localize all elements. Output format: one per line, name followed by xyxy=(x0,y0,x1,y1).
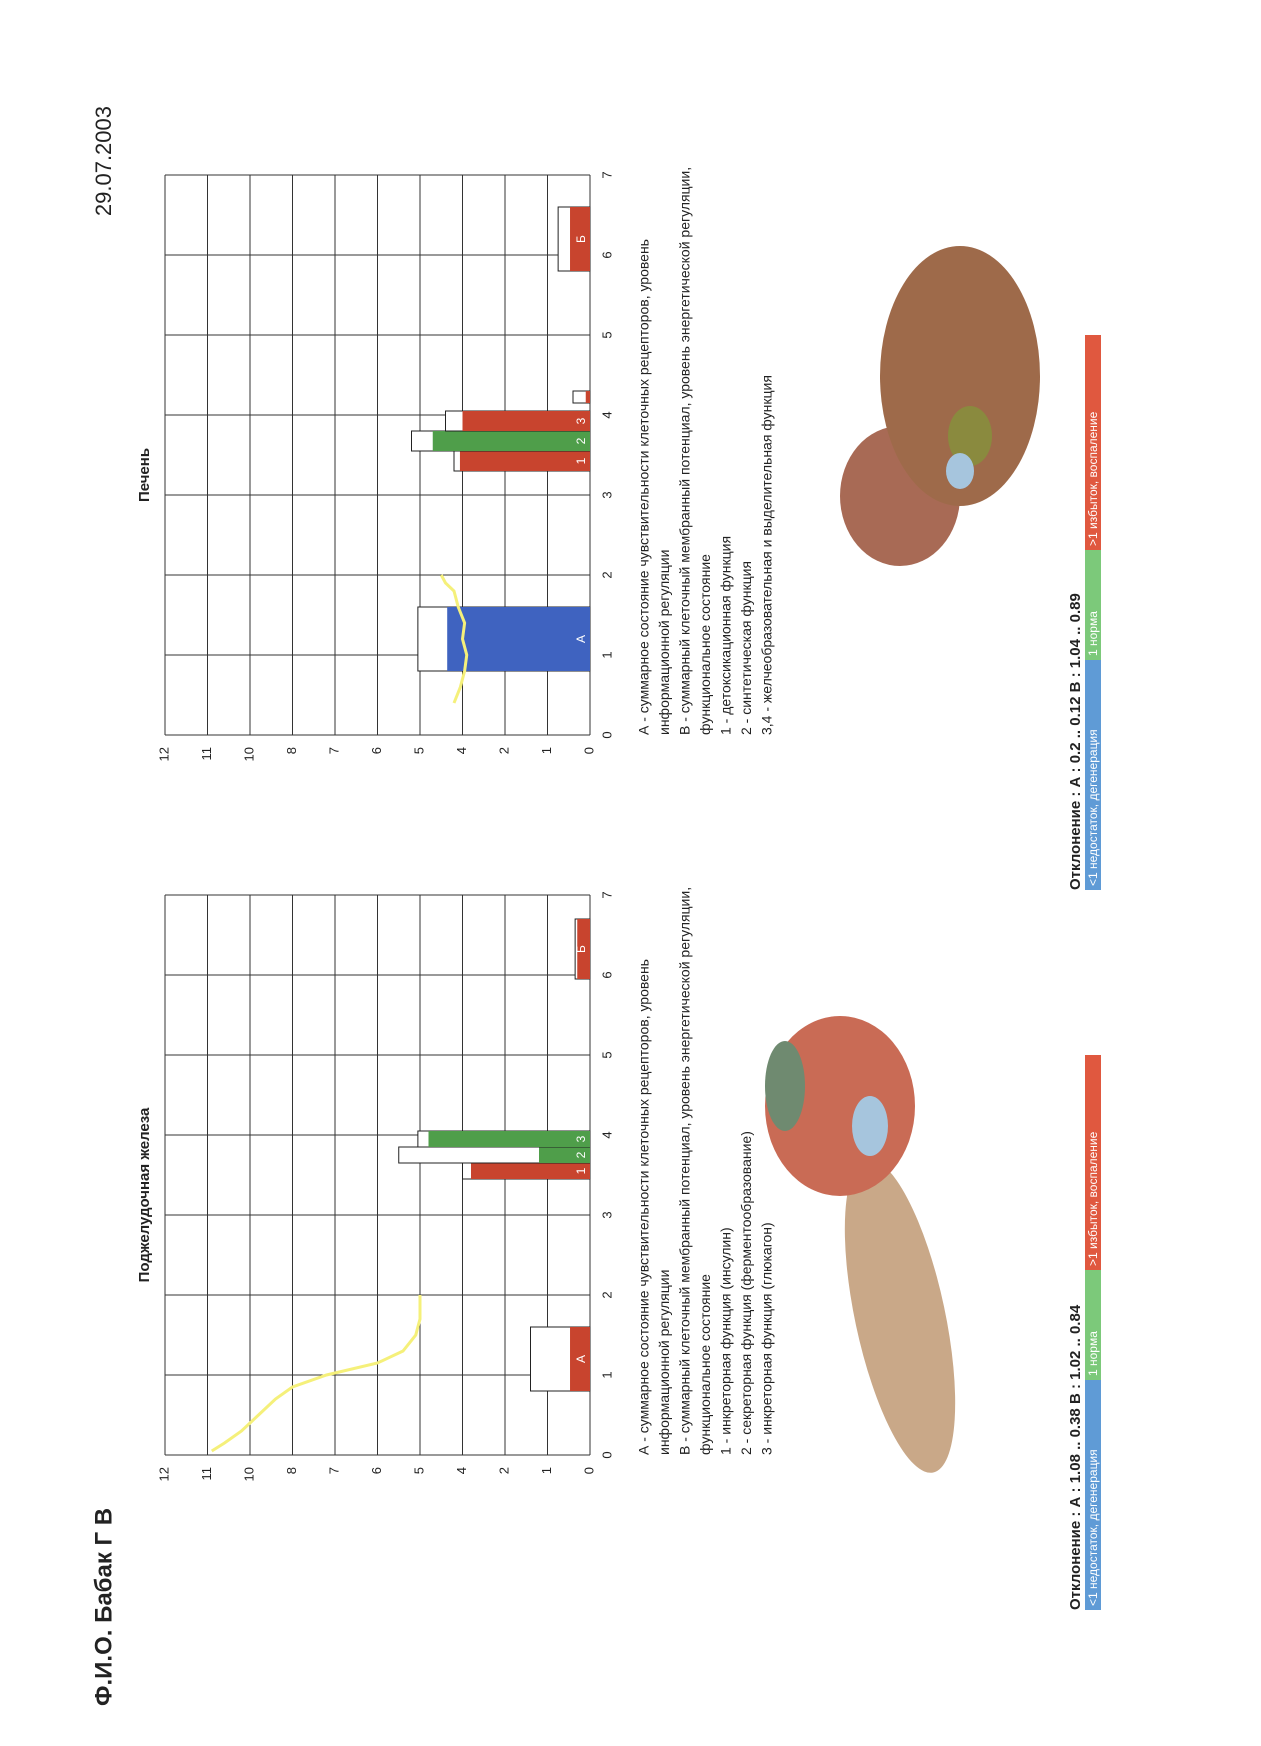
bar-label: Б xyxy=(574,945,588,953)
organ-liver xyxy=(840,246,1040,566)
curve xyxy=(439,574,469,704)
bar-label: 1 xyxy=(574,457,588,464)
legend-line: В - суммарный клеточный мембранный потен… xyxy=(677,887,693,1455)
x-tick-label: 2 xyxy=(599,571,614,578)
bar-label: 2 xyxy=(574,1151,588,1158)
bar xyxy=(447,607,591,671)
x-tick-label: 3 xyxy=(599,491,614,498)
bar xyxy=(585,391,590,403)
scale-segment xyxy=(1085,1055,1101,1270)
scale-label: >1 избыток, воспаление xyxy=(1086,411,1100,546)
y-tick-label: 2 xyxy=(496,747,511,754)
x-tick-label: 1 xyxy=(599,1371,614,1378)
y-tick-label: 10 xyxy=(241,1467,256,1481)
x-tick-label: 4 xyxy=(599,1131,614,1138)
legend-line: А - суммарное состояние чувствительности… xyxy=(636,239,652,735)
y-tick-label: 8 xyxy=(284,1467,299,1474)
y-tick-label: 8 xyxy=(284,747,299,754)
legend-line: А - суммарное состояние чувствительности… xyxy=(636,959,652,1455)
bar xyxy=(570,1327,591,1391)
bar-label: A xyxy=(574,1355,588,1363)
y-tick-label: 12 xyxy=(156,747,171,761)
legend-line: 1 - детоксикационная функция xyxy=(718,536,734,735)
y-tick-label: 7 xyxy=(326,1467,341,1474)
y-tick-label: 2 xyxy=(496,1467,511,1474)
x-tick-label: 0 xyxy=(599,1451,614,1458)
legend-line: 2 - секреторная функция (ферментообразов… xyxy=(738,1131,754,1455)
x-tick-label: 2 xyxy=(599,1291,614,1298)
x-tick-label: 5 xyxy=(599,331,614,338)
bar xyxy=(577,919,590,979)
legend-line: информационной регуляции xyxy=(656,1270,672,1455)
x-tick-label: 7 xyxy=(599,891,614,898)
scale-segment xyxy=(1085,550,1101,660)
y-tick-label: 1 xyxy=(539,747,554,754)
scale-label: <1 недостаток, дегенерация xyxy=(1086,1449,1100,1606)
x-tick-label: 0 xyxy=(599,731,614,738)
curve xyxy=(210,1295,422,1453)
bar-label: 2 xyxy=(574,437,588,444)
chart-title: Поджелудочная железа xyxy=(136,1107,153,1282)
y-tick-label: 5 xyxy=(411,747,426,754)
scale-label: >1 избыток, воспаление xyxy=(1086,1131,1100,1266)
y-tick-label: 1 xyxy=(539,1467,554,1474)
x-tick-label: 1 xyxy=(599,651,614,658)
x-tick-label: 6 xyxy=(599,971,614,978)
legend-line: функциональное состояние xyxy=(697,1274,713,1455)
x-tick-label: 7 xyxy=(599,171,614,178)
y-tick-label: 10 xyxy=(241,747,256,761)
y-tick-label: 0 xyxy=(581,1467,596,1474)
y-tick-label: 11 xyxy=(199,747,214,761)
patient-name: Ф.И.О. Бабак Г В xyxy=(90,1508,117,1706)
legend-line: 2 - синтетическая функция xyxy=(738,561,754,735)
legend-line: 3,4 - желчеобразовательная и выделительн… xyxy=(759,375,775,735)
scale-label: <1 недостаток, дегенерация xyxy=(1086,729,1100,886)
bar-label: 4 xyxy=(574,393,588,400)
report-date: 29.07.2003 xyxy=(91,106,116,216)
scale-segment xyxy=(1085,335,1101,550)
deviation: Отклонение : А : 0.2 .. 0.12 В : 1.04 ..… xyxy=(1067,593,1084,890)
bar xyxy=(462,411,590,431)
bar-label: 1 xyxy=(574,1167,588,1174)
bar xyxy=(432,431,590,451)
x-tick-label: 6 xyxy=(599,251,614,258)
bar-label: Б xyxy=(574,235,588,243)
scale-label: 1 норма xyxy=(1086,611,1100,656)
scale-segment xyxy=(1085,1380,1101,1610)
bar-label: 3 xyxy=(574,1135,588,1142)
scale-segment xyxy=(1085,660,1101,890)
y-tick-label: 0 xyxy=(581,747,596,754)
chart-title: Печень xyxy=(136,448,153,502)
x-tick-label: 5 xyxy=(599,1051,614,1058)
legend-line: 3 - инкреторная функция (глюкагон) xyxy=(759,1222,775,1455)
bar xyxy=(471,1163,590,1179)
y-tick-label: 5 xyxy=(411,1467,426,1474)
scale-segment xyxy=(1085,1270,1101,1380)
y-tick-label: 4 xyxy=(454,747,469,754)
legend-line: информационной регуляции xyxy=(656,550,672,735)
scale-label: 1 норма xyxy=(1086,1331,1100,1376)
legend-line: В - суммарный клеточный мембранный потен… xyxy=(677,167,693,735)
y-tick-label: 6 xyxy=(369,1467,384,1474)
deviation: Отклонение : А : 1.08 .. 0.38 В : 1.02 .… xyxy=(1067,1304,1084,1610)
y-tick-label: 7 xyxy=(326,747,341,754)
x-tick-label: 3 xyxy=(599,1211,614,1218)
legend-line: 1 - инкреторная функция (инсулин) xyxy=(718,1227,734,1455)
bar-label: 3 xyxy=(574,417,588,424)
report: Ф.И.О. Бабак Г В 29.07.2003 Поджелудочна… xyxy=(90,106,1101,1706)
bar-label: A xyxy=(574,635,588,643)
y-tick-label: 4 xyxy=(454,1467,469,1474)
legend-line: функциональное состояние xyxy=(697,554,713,735)
y-tick-label: 11 xyxy=(199,1467,214,1481)
y-tick-label: 6 xyxy=(369,747,384,754)
bar xyxy=(428,1131,590,1147)
bar xyxy=(539,1147,590,1163)
organ-pancreas xyxy=(765,1016,956,1473)
bar xyxy=(570,207,591,271)
x-tick-label: 4 xyxy=(599,411,614,418)
bar xyxy=(459,451,591,471)
y-tick-label: 12 xyxy=(156,1467,171,1481)
